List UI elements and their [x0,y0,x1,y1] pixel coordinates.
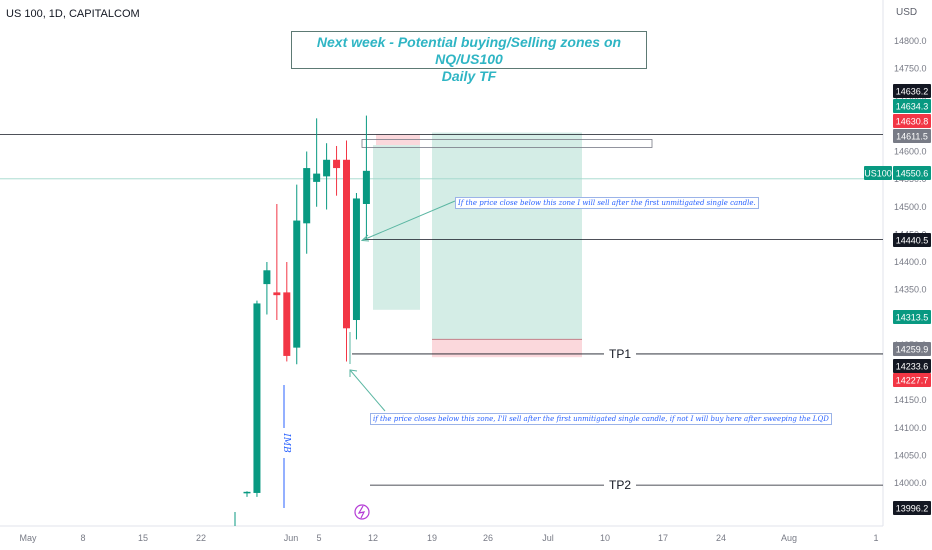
price-tag-text: 14630.8 [896,117,929,127]
symbol-tag-text: US100 [864,169,892,179]
candle-body [333,159,341,169]
candle-body [303,168,311,224]
y-tick-label: 14500.0 [894,202,927,212]
x-tick-label: May [19,533,37,543]
x-tick-label: 24 [716,533,726,543]
chart-title-box[interactable]: Next week - Potential buying/Selling zon… [291,31,647,84]
red-zone-bottom [432,339,582,358]
symbol-label: US 100, 1D, CAPITALCOM [6,8,140,20]
x-tick-label: 22 [196,533,206,543]
green-zone-large [432,132,582,340]
price-tag [893,373,931,387]
x-tick-label: Jul [542,533,554,543]
x-tick-label: 15 [138,533,148,543]
price-tag-text: 14440.5 [896,236,929,246]
price-tag-text: 14233.6 [896,362,929,372]
y-tick-label: 14800.0 [894,36,927,46]
candle-body [263,270,271,285]
imb-label: IMB [281,432,291,453]
candle-body [283,292,291,356]
y-tick-label: 14000.0 [894,478,927,488]
top-zone-outline [361,139,653,148]
price-tag [893,342,931,356]
green-zone-small [373,145,420,310]
candle-body [362,170,370,204]
price-tag [893,359,931,373]
price-tag-text: 13996.2 [896,504,929,514]
candle-body [253,303,261,493]
price-tag-text: 14636.2 [896,87,929,97]
price-tag-text: 14550.6 [896,169,929,179]
price-tag [893,114,931,128]
tp1-label: TP1 [609,347,631,361]
x-axis: May 8 15 22 Jun 5 12 19 26 Jul 10 17 24 Aug 1 [19,533,878,543]
note-buy-sell-zone[interactable]: if the price closes below this zone, I'l… [370,413,832,425]
arrow-top-head [360,234,370,242]
tp2-label-bg [604,477,636,494]
candle-body [293,220,301,348]
note-sell-zone[interactable]: If the price close below this zone I wil… [455,197,759,209]
price-tag [893,129,931,143]
x-tick-label: 19 [427,533,437,543]
x-tick-label: 17 [658,533,668,543]
symbol-tag [864,166,892,180]
x-tick-label: 10 [600,533,610,543]
arrow-top-line [362,200,456,241]
x-tick-label: Jun [284,533,299,543]
price-tag-text: 14259.9 [896,345,929,355]
chart-grid [0,0,884,527]
y-tick-label: 14050.0 [894,450,927,460]
price-tag-text: 14227.7 [896,376,929,386]
currency-label: USD [896,7,918,18]
arrow-bottom-line [349,369,386,412]
price-labels: 14636.2 14634.3 14630.8 14611.5 14550.6 US100… [864,84,931,515]
y-tick-label: 14400.0 [894,257,927,267]
candle-body [343,159,350,329]
price-tag [893,99,931,113]
price-tag [893,166,931,180]
x-tick-label: 5 [316,533,321,543]
price-tag [893,84,931,98]
price-tag [893,233,931,247]
x-tick-label: 26 [483,533,493,543]
tp1-label-bg [604,345,636,362]
x-tick-label: 8 [80,533,85,543]
price-tag-text: 14611.5 [896,132,928,142]
candle-body [352,198,360,321]
candle-body [243,491,251,494]
y-tick-label: 14350.0 [894,285,927,295]
tp2-label: TP2 [609,478,631,492]
title-line-1: Next week - Potential buying/Selling zon… [316,34,622,67]
candle-body [273,292,281,296]
candles-layer [234,115,370,526]
x-tick-label: 1 [873,533,878,543]
levels-layer: TP1 TP2 [0,134,883,494]
y-tick-label: 14100.0 [894,423,927,433]
price-tag [893,310,931,324]
annotations-layer: IMB [281,200,456,520]
y-tick-label: 14150.0 [894,395,927,405]
candle-body [313,173,321,182]
arrow-bottom-head [349,369,358,377]
title-line-2: Daily TF [441,68,497,84]
zones-layer [361,132,653,358]
x-tick-label: Aug [781,533,797,543]
lightning-icon [357,505,366,519]
x-tick-label: 12 [368,533,378,543]
y-tick-label: 14750.0 [894,64,927,74]
y-tick-label: 14600.0 [894,147,927,157]
price-tag-text: 14313.5 [896,313,929,323]
price-tag [893,501,931,515]
price-tag-text: 14634.3 [896,102,929,112]
candle-body [323,159,331,177]
